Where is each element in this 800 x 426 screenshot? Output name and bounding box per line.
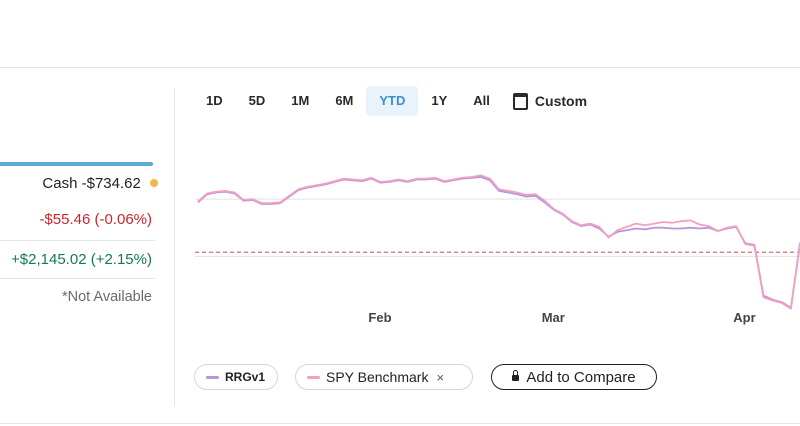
x-tick-label: Feb [368,310,391,325]
range-tab-1m[interactable]: 1M [291,93,310,108]
x-tick-label: Apr [733,310,755,325]
rrgv1-swatch [206,375,219,379]
calendar-icon [512,92,528,110]
lock-icon [512,370,520,381]
legend-rrgv1[interactable]: RRGv1 [194,364,278,390]
range-tab-5d[interactable]: 5D [248,93,266,108]
range-tab-1y[interactable]: 1Y [431,93,448,108]
allocation-bar [0,162,153,166]
spy-swatch [307,375,320,379]
range-tab-custom[interactable]: Custom [503,86,600,116]
custom-label: Custom [534,93,588,109]
range-tab-ytd[interactable]: YTD [366,86,419,116]
add-to-compare-label: Add to Compare [526,368,636,386]
column-divider [174,88,175,406]
not-available-note: *Not Available [61,289,152,305]
legend-spy-label: SPY Benchmark [326,369,429,385]
time-range-tabs: 1D 5D 1M 6M YTD 1Y All Custom [193,86,600,116]
cash-row: Cash -$734.62 [0,175,158,192]
range-tab-all[interactable]: All [473,93,490,108]
stat-divider [0,240,155,241]
series-line-spy-benchmark [197,174,800,310]
legend-rrgv1-label: RRGv1 [225,370,266,384]
range-tab-1d[interactable]: 1D [206,93,223,108]
add-to-compare-button[interactable]: Add to Compare [491,364,657,390]
cash-status-dot [150,179,158,187]
performance-chart[interactable]: Feb Mar Apr [180,150,800,330]
cash-label: Cash [42,175,78,192]
legend-spy-benchmark[interactable]: SPY Benchmark × [295,364,473,390]
close-icon[interactable]: × [436,369,445,385]
x-tick-label: Mar [542,310,565,325]
stat-divider [0,278,155,279]
total-change-value: +$2,145.02 (+2.15%) [11,251,152,268]
cash-value: -$734.62 [81,175,141,192]
bottom-divider [0,423,800,424]
range-tab-6m[interactable]: 6M [335,93,354,108]
day-change-value: -$55.46 (-0.06%) [39,211,152,228]
top-divider [0,67,800,68]
